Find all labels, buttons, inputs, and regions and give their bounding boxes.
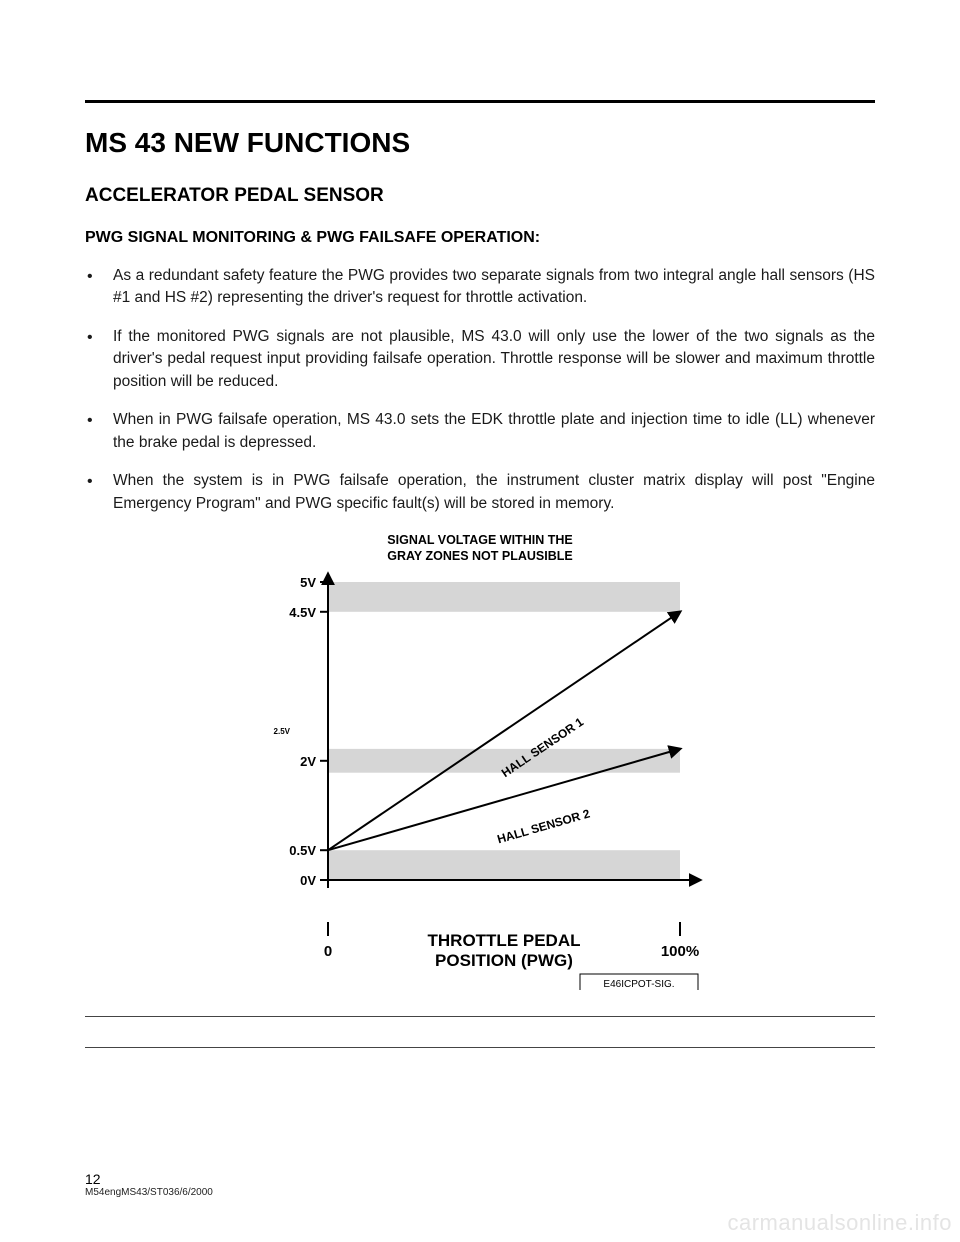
page-title: MS 43 NEW FUNCTIONS <box>85 127 875 159</box>
svg-text:2.5V: 2.5V <box>274 727 291 736</box>
watermark: carmanualsonline.info <box>727 1210 952 1236</box>
svg-text:0.5V: 0.5V <box>289 844 316 859</box>
chart-title-line2: GRAY ZONES NOT PLAUSIBLE <box>387 549 572 563</box>
svg-text:HALL SENSOR 2: HALL SENSOR 2 <box>496 807 592 847</box>
sub-heading: PWG SIGNAL MONITORING & PWG FAILSAFE OPE… <box>85 229 875 247</box>
bullet-item: As a redundant safety feature the PWG pr… <box>85 265 875 310</box>
svg-text:5V: 5V <box>300 575 316 590</box>
svg-text:POSITION (PWG): POSITION (PWG) <box>435 951 573 970</box>
svg-text:0V: 0V <box>300 873 316 888</box>
section-heading: ACCELERATOR PEDAL SENSOR <box>85 185 875 207</box>
chart-title: SIGNAL VOLTAGE WITHIN THE GRAY ZONES NOT… <box>250 533 710 564</box>
svg-text:4.5V: 4.5V <box>289 605 316 620</box>
svg-text:E46ICPOT-SIG.: E46ICPOT-SIG. <box>603 979 674 990</box>
svg-text:100%: 100% <box>661 943 699 960</box>
footer-code: M54engMS43/ST036/6/2000 <box>85 1187 213 1198</box>
svg-text:THROTTLE PEDAL: THROTTLE PEDAL <box>428 931 581 950</box>
page-container: MS 43 NEW FUNCTIONS ACCELERATOR PEDAL SE… <box>0 0 960 1048</box>
svg-text:2V: 2V <box>300 754 316 769</box>
bullet-item: When the system is in PWG failsafe opera… <box>85 470 875 515</box>
bullet-item: If the monitored PWG signals are not pla… <box>85 326 875 393</box>
pwg-signal-chart: 5V4.5V2V0.5V0V2.5VHALL SENSOR 1HALL SENS… <box>250 570 710 990</box>
svg-text:0: 0 <box>324 943 332 960</box>
chart-container: SIGNAL VOLTAGE WITHIN THE GRAY ZONES NOT… <box>250 533 710 990</box>
page-footer: 12 M54engMS43/ST036/6/2000 <box>85 1171 213 1198</box>
bullet-item: When in PWG failsafe operation, MS 43.0 … <box>85 409 875 454</box>
bullet-list: As a redundant safety feature the PWG pr… <box>85 265 875 515</box>
page-number: 12 <box>85 1171 213 1187</box>
top-rule <box>85 100 875 103</box>
bottom-rules <box>85 1016 875 1048</box>
chart-title-line1: SIGNAL VOLTAGE WITHIN THE <box>387 533 572 547</box>
